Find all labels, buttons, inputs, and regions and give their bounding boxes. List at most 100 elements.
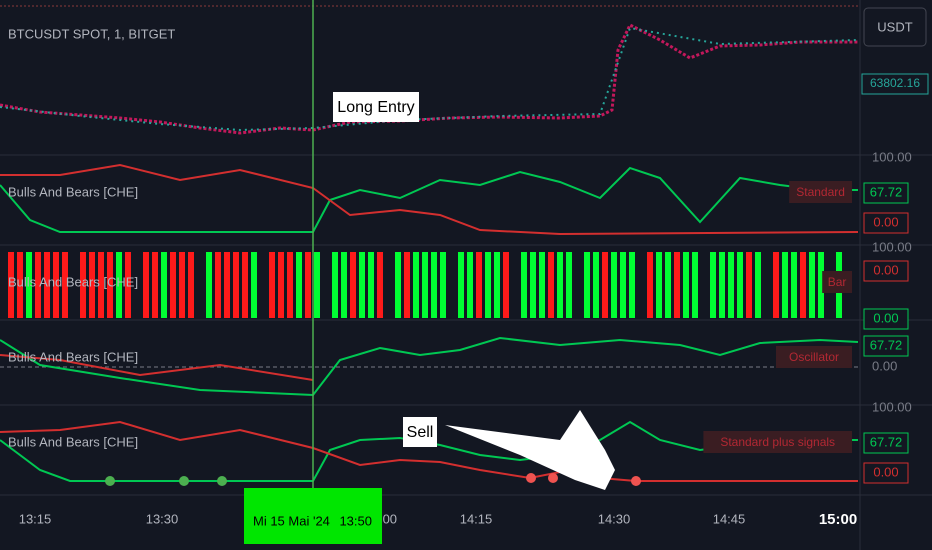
value-label: 0.00 [873,310,898,325]
bar [422,252,428,318]
bar [674,252,680,318]
time-label: 14:45 [713,511,746,526]
bar [647,252,653,318]
bar [233,252,239,318]
bar [62,252,68,318]
bar [710,252,716,318]
bar [296,252,302,318]
pane-title: Bulls And Bears [CHE] [8,434,138,449]
bar [557,252,563,318]
bar [476,252,482,318]
bar [35,252,41,318]
bar [683,252,689,318]
time-label: 14:15 [460,511,493,526]
oscillator-line [0,336,859,397]
annotation: Sell [407,424,434,441]
bar [809,252,815,318]
bar [107,252,113,318]
bar [161,252,167,318]
pane-scale: 100.00 [872,239,912,254]
signal-dot [105,476,115,486]
bar [602,252,608,318]
bar [728,252,734,318]
tag-box [776,346,852,368]
crosshair-label-box [244,488,382,544]
pane-tag: Standard [796,185,845,199]
time-label: 15:00 [819,511,857,528]
bar [746,252,752,318]
bar [539,252,545,318]
time-axis: 13:15 13:30:00 14:15 14:30 14:45 15:00 [19,511,857,528]
pane-scale: 100.00 [872,399,912,414]
bar [791,252,797,318]
crosshair-date: Mi 15 Mai '24 [253,513,330,528]
pane-title: Bulls And Bears [CHE] [8,349,138,364]
tag-box [822,271,852,293]
tag-box [789,181,852,203]
bar [440,252,446,318]
bar [800,252,806,318]
pane-scale: 0.00 [872,358,897,373]
pane-title: Bulls And Bears [CHE] [8,274,138,289]
time-label: 14:30 [598,511,631,526]
currency[interactable]: USDT [877,19,912,34]
value-label: 67.72 [870,337,903,352]
bear-line [0,163,859,236]
bar [305,252,311,318]
bar [368,252,374,318]
bar [341,252,347,318]
bar [485,252,491,318]
tag-box [703,431,852,453]
oscillator-line-red [0,354,314,381]
bar [665,252,671,318]
price-box [861,73,929,95]
bar [431,252,437,318]
currency-button[interactable] [863,7,927,47]
value-label: 0.00 [873,464,898,479]
bar [359,252,365,318]
bar [251,252,257,318]
value-box [863,308,909,330]
arrow-drawing [445,410,615,490]
bar [737,252,743,318]
signal-dot [631,476,641,486]
bar [314,252,320,318]
bar [242,252,248,318]
bar [143,252,149,318]
bar [719,252,725,318]
signals [105,476,227,486]
bar [98,252,104,318]
signals [526,473,641,486]
value-label: 0.00 [873,262,898,277]
bar [152,252,158,318]
signal-dot [217,476,227,486]
value-box [863,462,909,484]
value-label: 0.00 [873,214,898,229]
bar [692,252,698,318]
bar [782,252,788,318]
bar [44,252,50,318]
pane-title: Bulls And Bears [CHE] [8,184,138,199]
bar [287,252,293,318]
pane-tag: Oscillator [789,350,839,364]
pane-scale: 100.00 [872,149,912,164]
bar [26,252,32,318]
bar [215,252,221,318]
annotation-box [403,417,437,447]
bar [818,252,824,318]
time-label: :00 [379,511,397,526]
bar [503,252,509,318]
bar [521,252,527,318]
bar [377,252,383,318]
bar [413,252,419,318]
signal-dot [548,473,558,483]
bar [656,252,662,318]
value-box [863,182,909,204]
bar [755,252,761,318]
value-label: 67.72 [870,184,903,199]
bar [566,252,572,318]
bar [593,252,599,318]
bar [611,252,617,318]
bar [179,252,185,318]
